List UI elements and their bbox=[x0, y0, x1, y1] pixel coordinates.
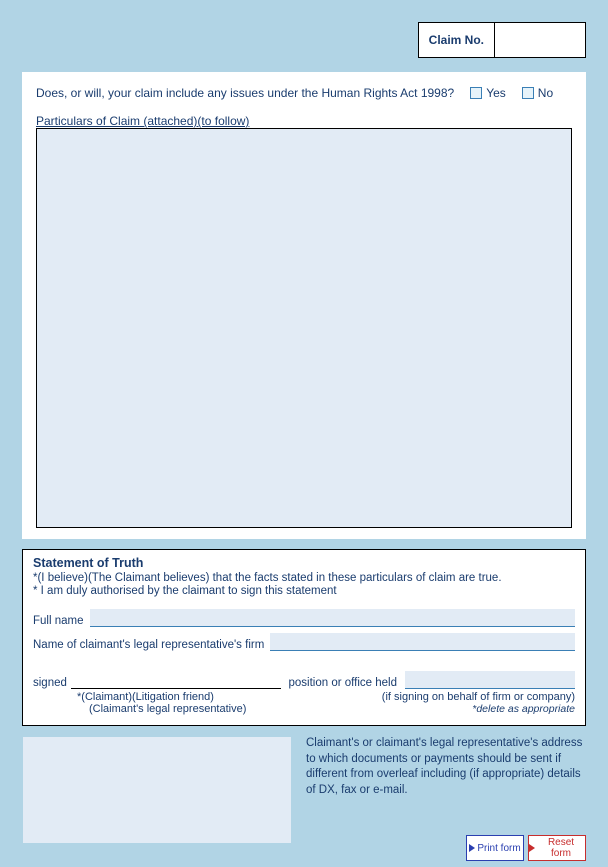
full-name-row: Full name bbox=[33, 609, 575, 627]
sub-row-1: *(Claimant)(Litigation friend) (if signi… bbox=[33, 691, 575, 703]
statement-of-truth: Statement of Truth *(I believe)(The Clai… bbox=[22, 549, 586, 726]
firm-label: Name of claimant's legal representative'… bbox=[33, 639, 264, 651]
reset-button[interactable]: Reset form bbox=[528, 835, 586, 861]
hra-yes-checkbox[interactable] bbox=[470, 87, 482, 99]
hra-no-checkbox[interactable] bbox=[522, 87, 534, 99]
sub-left-1: *(Claimant)(Litigation friend) bbox=[77, 691, 315, 703]
button-row: Print form Reset form bbox=[466, 835, 586, 861]
particulars-textarea[interactable] bbox=[36, 128, 572, 528]
reset-label: Reset form bbox=[537, 837, 585, 859]
play-icon bbox=[469, 844, 475, 852]
footer-row: Claimant's or claimant's legal represent… bbox=[22, 736, 586, 844]
full-name-label: Full name bbox=[33, 615, 84, 627]
signature-line bbox=[71, 673, 281, 689]
sub-right: (if signing on behalf of firm or company… bbox=[315, 691, 575, 703]
address-textarea[interactable] bbox=[22, 736, 292, 844]
hra-section: Does, or will, your claim include any is… bbox=[22, 72, 586, 539]
truth-line1: *(I believe)(The Claimant believes) that… bbox=[33, 572, 575, 584]
play-icon bbox=[529, 844, 535, 852]
hra-question-text: Does, or will, your claim include any is… bbox=[36, 86, 454, 100]
print-button[interactable]: Print form bbox=[466, 835, 524, 861]
particulars-label: Particulars of Claim (attached)(to follo… bbox=[36, 114, 572, 128]
hra-question-row: Does, or will, your claim include any is… bbox=[36, 86, 572, 100]
claim-no-label: Claim No. bbox=[419, 23, 495, 57]
firm-input[interactable] bbox=[270, 633, 575, 651]
position-label: position or office held bbox=[289, 677, 397, 689]
truth-line2: * I am duly authorised by the claimant t… bbox=[33, 585, 575, 597]
full-name-input[interactable] bbox=[90, 609, 576, 627]
sub-left-2: (Claimant's legal representative) bbox=[89, 703, 246, 715]
address-instruction: Claimant's or claimant's legal represent… bbox=[306, 736, 586, 844]
firm-row: Name of claimant's legal representative'… bbox=[33, 633, 575, 651]
position-input[interactable] bbox=[405, 671, 575, 689]
claim-no-row: Claim No. bbox=[22, 22, 586, 58]
signed-row: signed position or office held bbox=[33, 671, 575, 689]
claim-no-input[interactable] bbox=[495, 23, 585, 57]
hra-yes-wrap: Yes bbox=[470, 86, 506, 100]
hra-yes-label: Yes bbox=[486, 86, 506, 100]
hra-no-label: No bbox=[538, 86, 553, 100]
claim-no-box: Claim No. bbox=[418, 22, 586, 58]
claim-form-page: Claim No. Does, or will, your claim incl… bbox=[0, 0, 608, 867]
delete-note: *delete as appropriate bbox=[472, 703, 575, 715]
hra-no-wrap: No bbox=[522, 86, 553, 100]
signed-label: signed bbox=[33, 677, 67, 689]
sub-row-2: (Claimant's legal representative) *delet… bbox=[33, 703, 575, 715]
truth-title: Statement of Truth bbox=[33, 556, 575, 570]
print-label: Print form bbox=[477, 843, 520, 854]
